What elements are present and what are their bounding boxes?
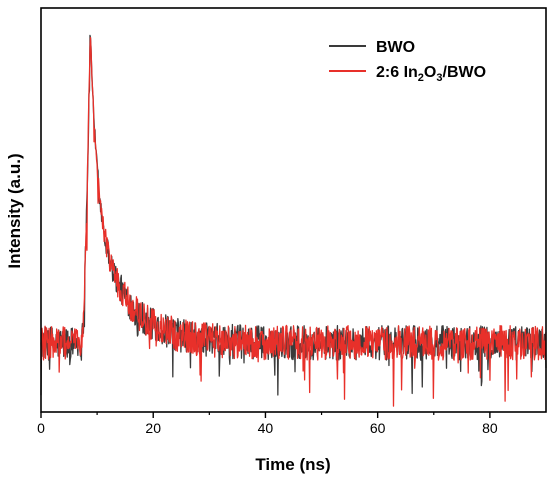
series-line-in2o3-bwo [40, 36, 547, 407]
legend-label-bwo: BWO [376, 39, 415, 56]
x-tick-label: 20 [145, 420, 161, 436]
x-axis-label: Time (ns) [255, 455, 330, 474]
y-axis-label: Intensity (a.u.) [5, 153, 24, 268]
legend-label-in2o3-bwo: 2:6 In2O3/BWO [376, 64, 486, 84]
x-axis: 0 20 40 60 80 [37, 412, 498, 436]
legend: BWO 2:6 In2O3/BWO [329, 39, 486, 84]
x-tick-label: 0 [37, 420, 45, 436]
series-layer [40, 34, 547, 407]
x-tick-label: 60 [370, 420, 386, 436]
plot-frame [40, 7, 547, 413]
x-tick-label: 40 [258, 420, 274, 436]
x-tick-label: 80 [482, 420, 498, 436]
